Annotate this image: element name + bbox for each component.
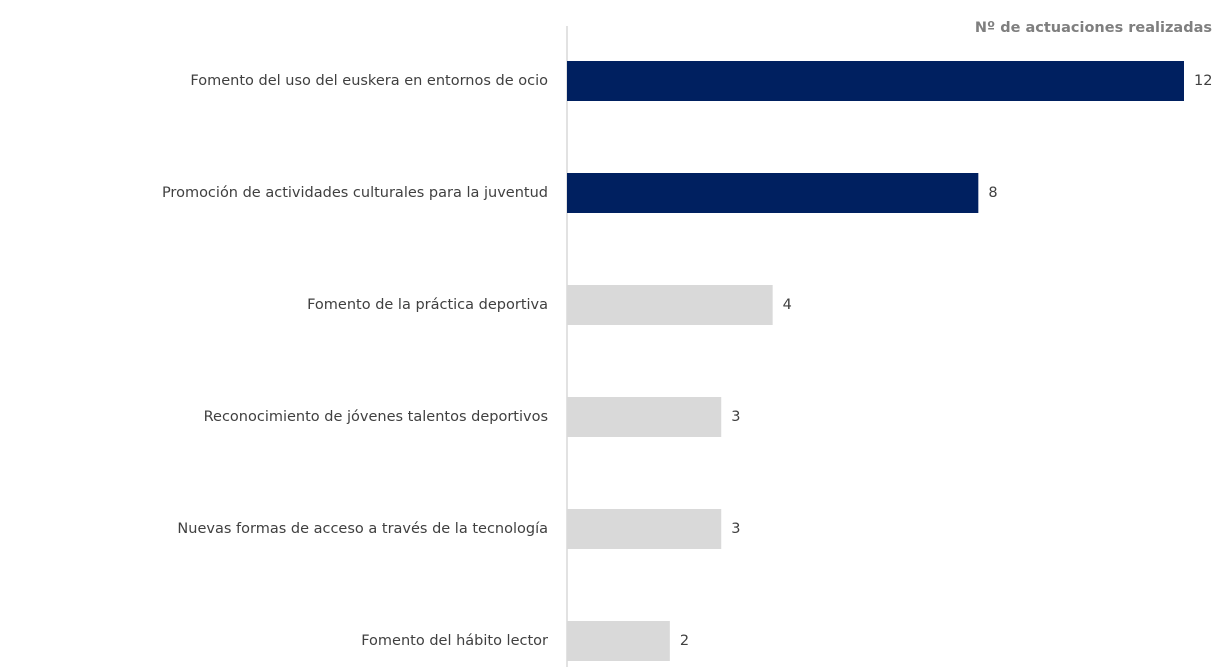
value-label: 3 xyxy=(731,521,740,537)
bar xyxy=(567,61,1184,101)
value-label: 3 xyxy=(731,409,740,425)
category-label: Fomento del uso del euskera en entornos … xyxy=(190,73,548,89)
bar xyxy=(567,621,670,661)
category-label: Promoción de actividades culturales para… xyxy=(162,185,548,201)
bar xyxy=(567,397,722,437)
bar xyxy=(567,173,979,213)
category-label: Fomento del hábito lector xyxy=(361,633,548,649)
chart-title: Nº de actuaciones realizadas xyxy=(975,20,1212,36)
category-label: Nuevas formas de acceso a través de la t… xyxy=(177,521,548,537)
bar xyxy=(567,509,722,549)
value-label: 4 xyxy=(783,297,792,313)
category-label: Fomento de la práctica deportiva xyxy=(307,297,548,313)
value-label: 2 xyxy=(680,633,689,649)
category-label: Reconocimiento de jóvenes talentos depor… xyxy=(204,409,548,425)
bar xyxy=(567,285,773,325)
value-label: 12 xyxy=(1194,73,1212,89)
value-label: 8 xyxy=(988,185,997,201)
